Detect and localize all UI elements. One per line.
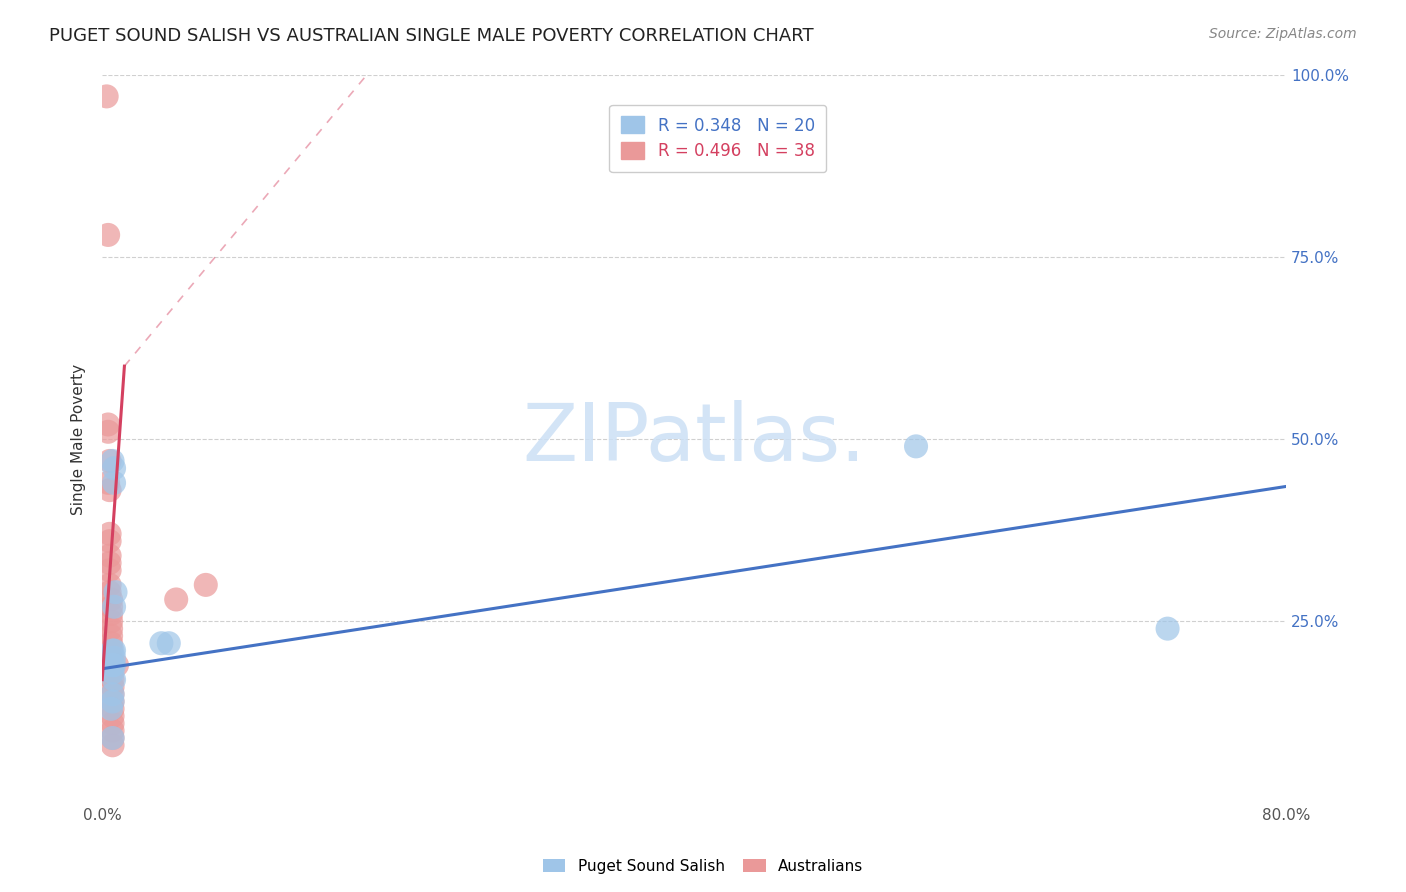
Point (101, 665, 124, 680)
Point (100, 643, 122, 657)
Point (101, 673, 124, 687)
Point (98, 585, 121, 599)
Point (100, 599, 122, 614)
Point (150, 636, 173, 650)
Point (104, 585, 127, 599)
Point (100, 658, 122, 673)
Point (165, 592, 187, 607)
Point (101, 643, 124, 657)
Point (101, 702, 124, 716)
Point (100, 629, 122, 643)
Text: ZIPatlas.: ZIPatlas. (522, 401, 866, 478)
Point (97, 475, 120, 490)
Point (103, 658, 125, 673)
Point (101, 687, 124, 701)
Point (100, 615, 122, 629)
Point (101, 658, 124, 673)
Point (194, 578, 217, 592)
Text: Source: ZipAtlas.com: Source: ZipAtlas.com (1209, 27, 1357, 41)
Point (905, 439, 928, 453)
Point (157, 636, 180, 650)
Point (98, 534, 121, 549)
Point (101, 716, 124, 731)
Point (98, 578, 121, 592)
Point (97, 417, 120, 432)
Point (101, 454, 124, 468)
Point (101, 723, 124, 738)
Point (100, 665, 122, 680)
Point (100, 622, 122, 636)
Y-axis label: Single Male Poverty: Single Male Poverty (72, 364, 86, 515)
Point (103, 475, 125, 490)
Point (103, 673, 125, 687)
Point (100, 607, 122, 621)
Point (101, 680, 124, 694)
Point (103, 650, 125, 665)
Point (98, 556, 121, 570)
Point (98, 454, 121, 468)
Point (98, 526, 121, 541)
Point (100, 702, 122, 716)
Point (103, 461, 125, 475)
Point (103, 643, 125, 657)
Point (101, 731, 124, 745)
Point (101, 709, 124, 723)
Point (103, 599, 125, 614)
Point (97, 425, 120, 439)
Point (101, 739, 124, 753)
Point (1156, 622, 1178, 636)
Point (100, 592, 122, 607)
Point (98, 549, 121, 563)
Point (101, 694, 124, 708)
Point (100, 636, 122, 650)
Point (96, 89, 118, 103)
Legend: R = 0.348   N = 20, R = 0.496   N = 38: R = 0.348 N = 20, R = 0.496 N = 38 (609, 104, 827, 172)
Point (98, 563, 121, 577)
Point (105, 658, 128, 673)
Legend: Puget Sound Salish, Australians: Puget Sound Salish, Australians (537, 853, 869, 880)
Point (98, 483, 121, 497)
Point (100, 650, 122, 665)
Text: PUGET SOUND SALISH VS AUSTRALIAN SINGLE MALE POVERTY CORRELATION CHART: PUGET SOUND SALISH VS AUSTRALIAN SINGLE … (49, 27, 814, 45)
Point (101, 731, 124, 745)
Point (97, 227, 120, 242)
Point (101, 687, 124, 701)
Point (101, 658, 124, 673)
Point (101, 694, 124, 708)
